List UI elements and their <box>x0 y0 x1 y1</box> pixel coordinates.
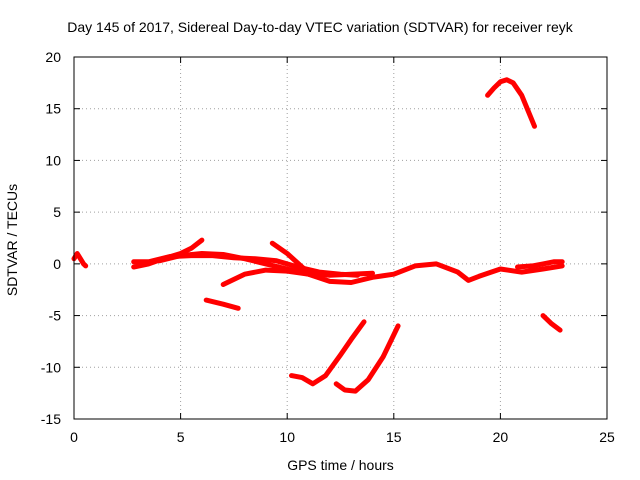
x-axis-label: GPS time / hours <box>287 457 394 473</box>
x-tick-label: 15 <box>386 429 402 445</box>
series-line-track-11 <box>485 77 537 129</box>
series-line-track-12 <box>540 313 563 333</box>
data-series <box>71 77 565 394</box>
series-line-track-1 <box>71 251 89 269</box>
y-axis-label: SDTVAR / TECUs <box>4 183 20 297</box>
y-tick-label: 20 <box>45 49 61 65</box>
series-line-track-4 <box>156 251 565 285</box>
x-tick-label: 20 <box>493 429 509 445</box>
y-tick-label: 15 <box>45 101 61 117</box>
y-tick-label: -15 <box>41 411 61 427</box>
y-tick-label: -5 <box>49 308 62 324</box>
series-line-track-7 <box>515 259 565 270</box>
x-tick-label: 10 <box>279 429 295 445</box>
series-line-track-8 <box>203 297 241 311</box>
y-tick-label: 0 <box>53 256 61 272</box>
plot-frame <box>73 56 608 420</box>
x-tick-label: 25 <box>599 429 615 445</box>
tick-labels: 0 5 10 15 20 25 -15 -10 -5 0 5 10 15 20 <box>41 49 615 445</box>
x-tick-label: 5 <box>177 429 185 445</box>
series-line-track-5 <box>220 267 311 287</box>
x-tick-label: 0 <box>70 429 78 445</box>
chart-title: Day 145 of 2017, Sidereal Day-to-day VTE… <box>67 19 573 35</box>
series-line-track-9 <box>289 319 367 387</box>
y-tick-label: 5 <box>53 204 61 220</box>
series-line-track-10 <box>333 323 401 394</box>
grid <box>74 57 607 419</box>
y-tick-label: 10 <box>45 152 61 168</box>
y-tick-label: -10 <box>41 359 61 375</box>
series-line-track-6 <box>269 240 375 278</box>
axis-ticks <box>73 56 608 420</box>
